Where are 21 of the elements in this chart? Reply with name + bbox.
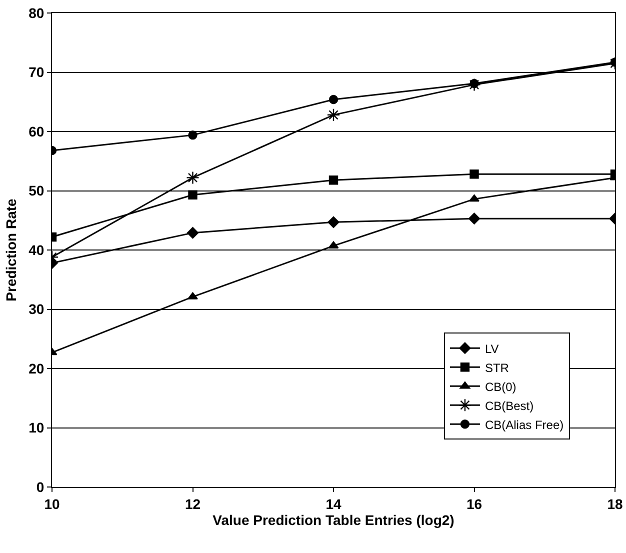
x-tick-label: 16 xyxy=(466,496,482,512)
legend-label: LV xyxy=(484,342,499,356)
legend-label: CB(Best) xyxy=(484,398,534,413)
y-tick-label: 0 xyxy=(36,478,44,495)
y-tick-label: 20 xyxy=(28,360,44,376)
x-tick-label: 18 xyxy=(607,496,623,512)
y-tick-label: 30 xyxy=(28,301,44,318)
y-tick-label: 10 xyxy=(28,420,44,436)
x-tick-label: 10 xyxy=(44,496,60,512)
y-axis-title: Prediction Rate xyxy=(3,198,20,302)
x-tick-label: 14 xyxy=(326,496,342,512)
y-tick-label: 80 xyxy=(28,4,44,21)
x-axis-title: Value Prediction Table Entries (log2) xyxy=(212,512,454,528)
legend-label: CB(Alias Free) xyxy=(484,418,564,432)
y-tick-label: 70 xyxy=(28,64,44,80)
y-tick-label: 40 xyxy=(28,242,44,258)
y-tick-label: 50 xyxy=(28,182,44,199)
legend-label: STR xyxy=(484,360,510,375)
x-tick-label: 12 xyxy=(184,496,201,512)
legend-label: CB(0) xyxy=(484,380,516,394)
y-tick-label: 60 xyxy=(28,123,44,140)
